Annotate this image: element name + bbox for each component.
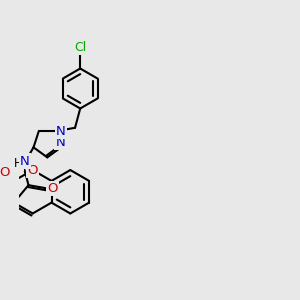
Text: H: H xyxy=(14,157,22,170)
Text: N: N xyxy=(55,136,65,149)
Text: N: N xyxy=(56,125,66,138)
Text: O: O xyxy=(48,182,58,195)
Text: O: O xyxy=(0,166,10,179)
Text: O: O xyxy=(27,164,38,176)
Text: Cl: Cl xyxy=(74,41,86,54)
Text: N: N xyxy=(20,154,30,167)
